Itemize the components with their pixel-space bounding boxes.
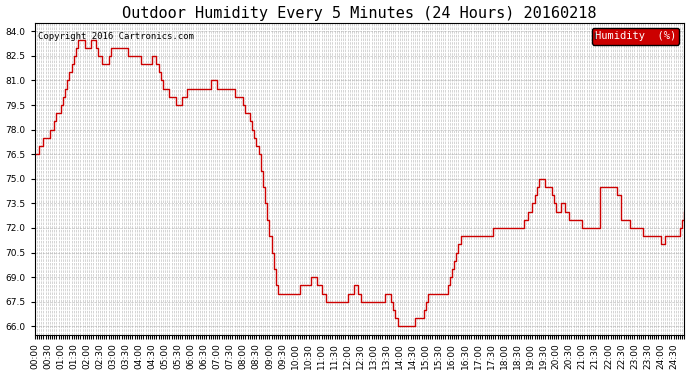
Title: Outdoor Humidity Every 5 Minutes (24 Hours) 20160218: Outdoor Humidity Every 5 Minutes (24 Hou… bbox=[122, 6, 597, 21]
Legend: Humidity  (%): Humidity (%) bbox=[592, 28, 679, 45]
Text: Copyright 2016 Cartronics.com: Copyright 2016 Cartronics.com bbox=[38, 33, 194, 42]
